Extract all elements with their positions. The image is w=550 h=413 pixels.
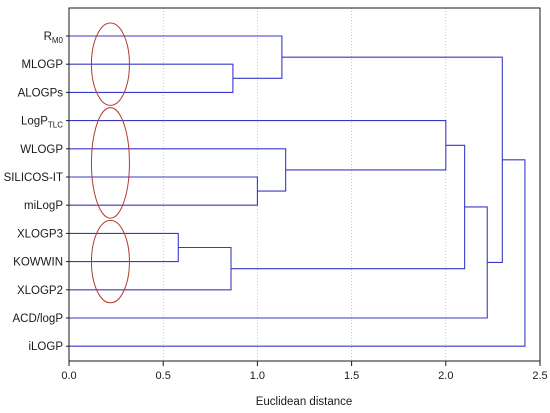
dendrogram-link [69,159,526,347]
leaf-label: XLOGP2 [17,285,63,297]
group-ellipse [90,22,130,106]
leaf-label: iLOGP [28,341,63,353]
x-tick-label: 1.0 [250,370,265,382]
group-ellipse [90,107,130,219]
x-tick-label: 0.0 [61,370,76,382]
leaf-label: MLOGP [21,59,63,71]
leaf-label: ALOGPs [18,87,64,99]
grid-lines [162,8,447,361]
leaf-label: XLOGP3 [17,228,63,240]
x-tick-label: 2.0 [438,370,453,382]
leaf-label: WLOGP [20,144,63,156]
x-axis-ticks: 0.0 0.5 1.0 1.5 2.0 2.5 [61,361,548,382]
x-tick-label: 0.5 [156,370,171,382]
x-axis-title: Euclidean distance [256,396,353,408]
x-tick-label: 1.5 [344,370,359,382]
leaf-labels: RM0 MLOGP ALOGPs LogPTLC WLOGP SILICOS-IT miLo… [4,31,69,353]
leaf-label: KOWWIN [13,257,63,269]
leaf-label: miLogP [24,200,63,212]
plot-frame [68,7,541,362]
group-ellipse [90,219,130,304]
leaf-label: LogPTLC [21,116,63,130]
x-tick-label: 2.5 [532,370,547,382]
leaf-label: RM0 [44,31,64,45]
dendrogram-links [69,35,526,347]
leaf-label: ACD/logP [13,313,64,325]
leaf-label: SILICOS-IT [4,172,63,184]
group-markers [90,22,130,304]
plot-area [69,8,540,361]
